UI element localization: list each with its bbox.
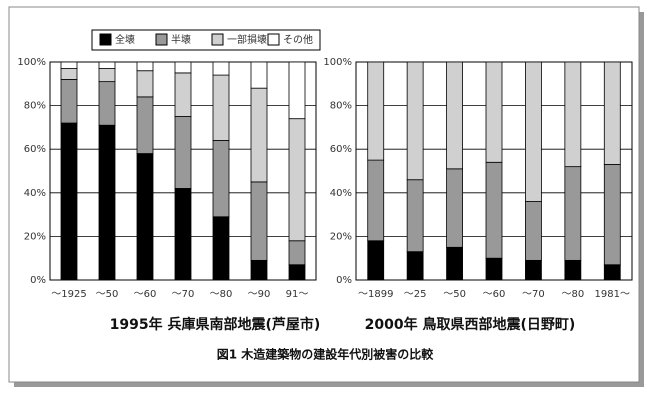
y-tick-label: 20% [330, 231, 352, 242]
legend-box [91, 29, 321, 51]
bar-segment [250, 181, 268, 261]
bar-segment [485, 61, 503, 163]
x-tick-label: ～1925 [51, 289, 86, 300]
chart-title: 1995年 兵庫県南部地震(芦屋市) [110, 316, 321, 333]
y-tick-label: 100% [17, 57, 46, 68]
bar-segment [446, 61, 463, 170]
bar-segment [288, 61, 306, 120]
y-tick-label: 20% [24, 231, 46, 242]
bar-segment [406, 61, 424, 181]
bar-segment [288, 118, 306, 242]
chart-title: 2000年 鳥取県西部地震(日野町) [365, 316, 576, 333]
bar-segment [367, 159, 385, 242]
bar-segment [174, 72, 192, 117]
bar-segment [367, 61, 385, 161]
y-tick-label: 40% [24, 188, 46, 199]
legend-label: 全壊 [115, 33, 135, 46]
y-tick-label: 80% [330, 101, 352, 112]
x-tick-label: ～50 [443, 289, 466, 300]
bar-segment [60, 68, 78, 80]
bar-segment [98, 124, 116, 281]
y-tick-label: 0% [336, 275, 352, 286]
figure-caption: 図1 木造建築物の建設年代別被害の比較 [217, 347, 435, 362]
bar-segment [212, 74, 230, 141]
bar-segment [60, 61, 78, 69]
y-tick-label: 100% [323, 57, 352, 68]
bar-segment [564, 166, 582, 261]
legend-label: 一部損壊 [227, 33, 267, 46]
bar-segment [136, 70, 154, 98]
bar-segment [446, 246, 463, 281]
bar-segment [98, 81, 116, 126]
y-tick-label: 80% [24, 101, 46, 112]
bar-segment [60, 122, 78, 281]
bar-segment [406, 251, 424, 281]
bar-segment [288, 240, 306, 266]
x-tick-label: ～60 [134, 289, 157, 300]
bar-segment [98, 61, 116, 69]
bar-segment [174, 61, 192, 74]
y-tick-label: 60% [330, 144, 352, 155]
bar-segment [485, 257, 503, 281]
bar-segment [603, 61, 621, 165]
legend-swatch [99, 33, 112, 46]
legend-swatch [155, 33, 168, 46]
bar-segment [485, 161, 503, 259]
bar-segment [525, 61, 542, 202]
x-tick-label: ～80 [561, 289, 584, 300]
x-tick-label: ～80 [210, 289, 233, 300]
bar-segment [212, 61, 230, 76]
y-tick-label: 60% [24, 144, 46, 155]
x-tick-label: ～60 [483, 289, 506, 300]
bar-segment [98, 68, 116, 83]
bar-segment [564, 259, 582, 281]
bar-segment [136, 96, 154, 154]
bar-segment [250, 87, 268, 183]
legend-swatch [267, 33, 280, 46]
legend-label: 半壊 [171, 33, 191, 46]
bar-segment [212, 140, 230, 218]
bar-segment [174, 188, 192, 281]
x-tick-label: 1981～ [595, 289, 630, 300]
bar-segment [250, 61, 268, 89]
bar-segment [136, 61, 154, 72]
x-tick-label: ～70 [522, 289, 545, 300]
legend-label: その他 [283, 33, 313, 46]
bar-segment [136, 153, 154, 281]
x-tick-label: ～25 [404, 289, 427, 300]
bar-segment [603, 264, 621, 281]
bar-segment [446, 168, 463, 248]
bar-segment [603, 164, 621, 266]
bar-segment [525, 259, 542, 281]
bar-segment [367, 240, 385, 281]
x-tick-label: ～90 [248, 289, 271, 300]
x-tick-label: 91～ [286, 289, 309, 300]
x-tick-label: ～50 [96, 289, 119, 300]
bar-segment [174, 116, 192, 189]
y-tick-label: 0% [30, 275, 46, 286]
bar-segment [288, 264, 306, 281]
bar-segment [564, 61, 582, 168]
bar-segment [60, 79, 78, 124]
x-tick-label: ～70 [172, 289, 195, 300]
x-tick-label: ～1899 [358, 289, 393, 300]
bar-segment [406, 179, 424, 253]
y-tick-label: 40% [330, 188, 352, 199]
bar-segment [525, 201, 542, 261]
bar-segment [212, 216, 230, 281]
bar-segment [250, 259, 268, 281]
legend-swatch [211, 33, 224, 46]
